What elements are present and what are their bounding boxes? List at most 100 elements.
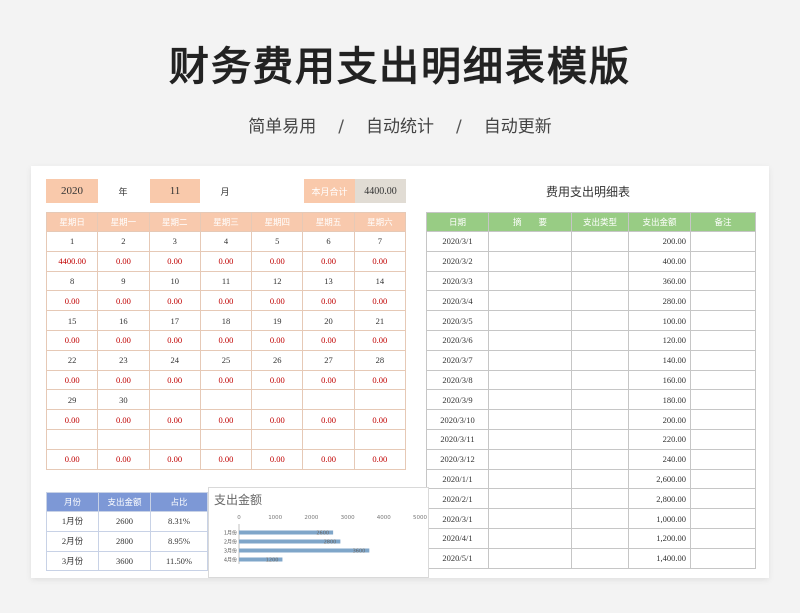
calendar-day[interactable]: 22: [45, 349, 99, 371]
calendar-amount[interactable]: 0.00: [353, 329, 407, 351]
calendar-day[interactable]: 30: [97, 389, 150, 411]
calendar-day[interactable]: 26: [251, 349, 304, 371]
calendar-amount[interactable]: 0.00: [148, 369, 201, 391]
detail-date[interactable]: 2020/3/11: [426, 428, 489, 450]
detail-date[interactable]: 2020/3/12: [426, 448, 489, 470]
detail-amount[interactable]: 140.00: [628, 349, 691, 371]
calendar-amount[interactable]: 0.00: [251, 369, 304, 391]
calendar-day[interactable]: 28: [353, 349, 407, 371]
detail-date[interactable]: 2020/4/1: [426, 527, 489, 549]
detail-note[interactable]: [690, 310, 756, 331]
calendar-day[interactable]: 7: [353, 231, 407, 252]
summary-ratio[interactable]: 11.50%: [150, 550, 208, 572]
detail-date[interactable]: 2020/3/7: [426, 349, 489, 371]
calendar-amount[interactable]: 0.00: [97, 250, 150, 272]
calendar-amount[interactable]: 0.00: [199, 329, 253, 351]
detail-type[interactable]: [571, 369, 629, 391]
detail-type[interactable]: [571, 250, 629, 272]
detail-summary[interactable]: [488, 488, 572, 510]
calendar-amount[interactable]: 0.00: [251, 290, 304, 312]
calendar-day[interactable]: 11: [199, 270, 253, 292]
calendar-day[interactable]: 3: [148, 231, 201, 252]
calendar-day[interactable]: [353, 428, 407, 450]
calendar-day[interactable]: 13: [302, 270, 355, 292]
calendar-amount[interactable]: 0.00: [302, 290, 355, 312]
calendar-amount[interactable]: 0.00: [45, 290, 99, 312]
calendar-day[interactable]: 15: [45, 310, 99, 331]
calendar-amount[interactable]: 0.00: [45, 369, 99, 391]
detail-summary[interactable]: [488, 468, 572, 490]
detail-amount[interactable]: 280.00: [628, 290, 691, 312]
detail-amount[interactable]: 180.00: [628, 389, 691, 411]
calendar-amount[interactable]: 0.00: [353, 448, 407, 470]
detail-note[interactable]: [690, 468, 756, 490]
calendar-amount[interactable]: 0.00: [97, 448, 150, 470]
calendar-amount[interactable]: 0.00: [353, 409, 407, 430]
summary-month[interactable]: 2月份: [46, 530, 99, 552]
summary-ratio[interactable]: 8.95%: [150, 530, 208, 552]
calendar-amount[interactable]: 0.00: [148, 329, 201, 351]
calendar-amount[interactable]: 0.00: [251, 448, 304, 470]
detail-amount[interactable]: 100.00: [628, 310, 691, 331]
detail-note[interactable]: [690, 448, 756, 470]
detail-summary[interactable]: [488, 310, 572, 331]
calendar-amount[interactable]: 0.00: [148, 250, 201, 272]
detail-amount[interactable]: 200.00: [628, 409, 691, 430]
calendar-day[interactable]: 19: [251, 310, 304, 331]
detail-type[interactable]: [571, 349, 629, 371]
summary-amount[interactable]: 2600: [98, 511, 151, 532]
calendar-amount[interactable]: 0.00: [148, 448, 201, 470]
calendar-day[interactable]: 27: [302, 349, 355, 371]
detail-type[interactable]: [571, 468, 629, 490]
detail-amount[interactable]: 360.00: [628, 270, 691, 292]
calendar-amount[interactable]: 0.00: [302, 369, 355, 391]
bar[interactable]: [239, 539, 341, 544]
calendar-amount[interactable]: 0.00: [148, 290, 201, 312]
calendar-amount[interactable]: 0.00: [97, 290, 150, 312]
bar[interactable]: [239, 557, 283, 562]
summary-month[interactable]: 3月份: [46, 550, 99, 572]
detail-type[interactable]: [571, 448, 629, 470]
calendar-day[interactable]: [148, 428, 201, 450]
detail-note[interactable]: [690, 428, 756, 450]
detail-amount[interactable]: 200.00: [628, 231, 691, 252]
calendar-day[interactable]: 17: [148, 310, 201, 331]
detail-summary[interactable]: [488, 349, 572, 371]
calendar-day[interactable]: [302, 389, 355, 411]
detail-note[interactable]: [690, 547, 756, 569]
calendar-day[interactable]: 2: [97, 231, 150, 252]
detail-type[interactable]: [571, 488, 629, 510]
calendar-day[interactable]: [45, 428, 99, 450]
calendar-amount[interactable]: 0.00: [97, 409, 150, 430]
detail-summary[interactable]: [488, 547, 572, 569]
calendar-day[interactable]: 18: [199, 310, 253, 331]
calendar-amount[interactable]: 0.00: [199, 290, 253, 312]
detail-note[interactable]: [690, 389, 756, 411]
detail-type[interactable]: [571, 290, 629, 312]
detail-date[interactable]: 2020/5/1: [426, 547, 489, 569]
detail-type[interactable]: [571, 270, 629, 292]
calendar-day[interactable]: 9: [97, 270, 150, 292]
detail-type[interactable]: [571, 231, 629, 252]
year-input[interactable]: 2020: [46, 179, 98, 203]
detail-type[interactable]: [571, 508, 629, 529]
calendar-amount[interactable]: 0.00: [302, 409, 355, 430]
detail-amount[interactable]: 1,000.00: [628, 508, 691, 529]
detail-date[interactable]: 2020/3/1: [426, 508, 489, 529]
calendar-day[interactable]: [302, 428, 355, 450]
calendar-day[interactable]: 8: [45, 270, 99, 292]
calendar-amount[interactable]: 0.00: [97, 329, 150, 351]
calendar-day[interactable]: 20: [302, 310, 355, 331]
calendar-day[interactable]: [97, 428, 150, 450]
detail-date[interactable]: 2020/2/1: [426, 488, 489, 510]
month-input[interactable]: 11: [150, 179, 200, 203]
detail-summary[interactable]: [488, 428, 572, 450]
detail-type[interactable]: [571, 389, 629, 411]
detail-amount[interactable]: 120.00: [628, 329, 691, 351]
calendar-day[interactable]: 24: [148, 349, 201, 371]
summary-amount[interactable]: 3600: [98, 550, 151, 572]
detail-date[interactable]: 2020/1/1: [426, 468, 489, 490]
detail-amount[interactable]: 240.00: [628, 448, 691, 470]
calendar-amount[interactable]: 0.00: [302, 250, 355, 272]
calendar-amount[interactable]: 0.00: [97, 369, 150, 391]
